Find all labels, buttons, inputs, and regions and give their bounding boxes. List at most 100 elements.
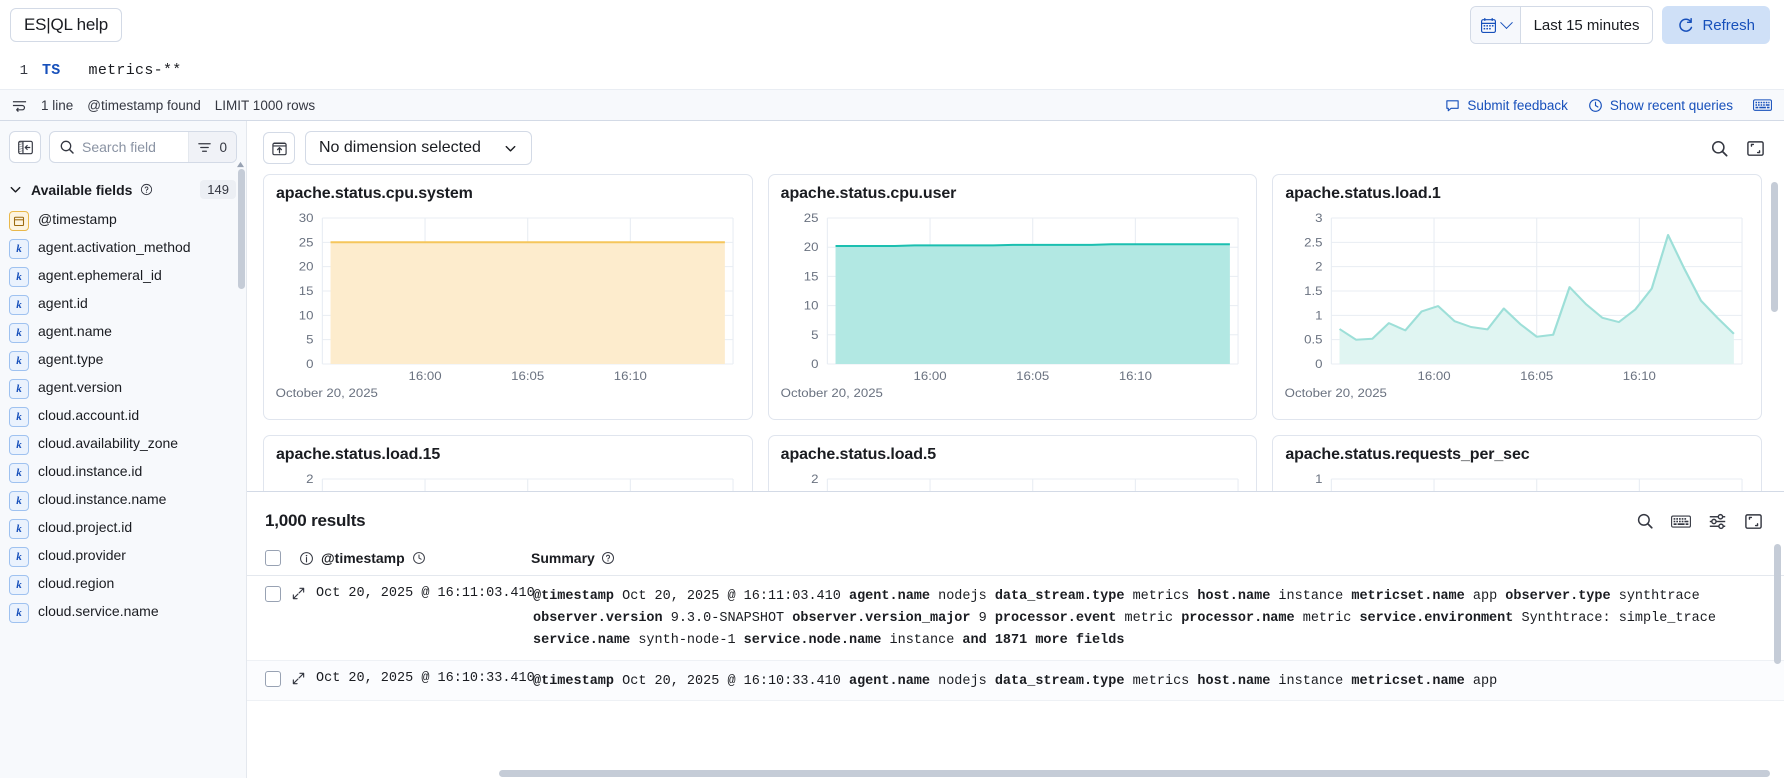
date-field-icon	[9, 211, 29, 231]
available-fields-label: Available fields	[31, 181, 133, 198]
table-row[interactable]: Oct 20, 2025 @ 16:11:03.410 @timestamp Oc…	[247, 576, 1784, 661]
field-filter-button[interactable]: 0	[188, 132, 236, 162]
results-header: 1,000 results	[247, 492, 1784, 544]
question-icon[interactable]	[601, 551, 615, 565]
collapse-panel-icon[interactable]	[9, 131, 41, 163]
submit-feedback-link[interactable]: Submit feedback	[1445, 98, 1568, 113]
field-item[interactable]: k agent.version	[0, 375, 246, 403]
keyword-field-icon: k	[9, 435, 29, 455]
chart-title: apache.status.load.5	[780, 446, 937, 463]
keyboard-icon[interactable]	[1753, 98, 1772, 112]
results-fullscreen-icon[interactable]	[1738, 506, 1768, 536]
charts-search-icon[interactable]	[1704, 133, 1734, 163]
expand-icon[interactable]	[291, 671, 306, 686]
row-checkbox[interactable]	[265, 670, 281, 687]
results-search-icon[interactable]	[1630, 506, 1660, 536]
available-fields-count: 149	[200, 180, 236, 199]
results-count: 1,000 results	[265, 511, 366, 530]
svg-text:16:10: 16:10	[614, 370, 647, 383]
chart-plot[interactable]: 0 5 10 15 20 25 30 16:00 16:05 16:10 October 20, 2…	[276, 208, 740, 410]
breakdown-icon[interactable]	[263, 132, 295, 164]
chart-plot[interactable]: 0 0.5 1 1.5 2 2.5 3 16:00 16:05 16:10 October 20, …	[1285, 208, 1749, 410]
charts-scrollbar[interactable]	[1771, 182, 1778, 312]
esql-help-button[interactable]: ES|QL help	[10, 7, 123, 43]
sidebar-scroll-up-arrow[interactable]	[236, 161, 245, 168]
keyword-field-icon: k	[9, 323, 29, 343]
question-icon[interactable]	[140, 183, 153, 196]
field-search-wrapper[interactable]: 0	[49, 131, 237, 163]
column-header-timestamp[interactable]: @timestamp	[281, 550, 531, 566]
field-item[interactable]: k agent.type	[0, 347, 246, 375]
main-body: 0 Available fields 149 @timestamp k agent.…	[0, 121, 1784, 778]
fields-list: @timestamp k agent.activation_method k agent…	[0, 207, 246, 778]
select-all-checkbox[interactable]	[265, 550, 281, 566]
refresh-button[interactable]: Refresh	[1662, 6, 1770, 44]
available-fields-header[interactable]: Available fields 149	[0, 172, 246, 207]
field-item[interactable]: k cloud.provider	[0, 543, 246, 571]
chevron-down-icon	[8, 182, 23, 197]
field-item[interactable]: k agent.name	[0, 319, 246, 347]
results-keyboard-icon[interactable]	[1666, 506, 1696, 536]
query-editor[interactable]: 1 TS metrics-**	[0, 50, 1784, 89]
row-checkbox[interactable]	[265, 586, 281, 602]
chart-card[interactable]: apache.status.load.1 0 0.5 1 1.5 2 2.5 3 16:00 16…	[1272, 174, 1762, 420]
svg-text:0: 0	[306, 358, 313, 371]
sidebar-scrollbar[interactable]	[238, 169, 245, 289]
field-item[interactable]: k agent.id	[0, 291, 246, 319]
keyword-field-icon: k	[9, 239, 29, 259]
wrap-lines-icon[interactable]	[12, 98, 27, 113]
svg-text:15: 15	[299, 285, 314, 298]
field-item[interactable]: k cloud.instance.name	[0, 487, 246, 515]
show-recent-queries-link[interactable]: Show recent queries	[1588, 98, 1733, 113]
dimension-select[interactable]: No dimension selected	[305, 131, 532, 165]
field-item[interactable]: k cloud.instance.id	[0, 459, 246, 487]
expand-icon[interactable]	[291, 586, 306, 601]
svg-text:0: 0	[1315, 358, 1322, 371]
field-item[interactable]: k cloud.availability_zone	[0, 431, 246, 459]
query-footer-right: Submit feedback Show recent queries	[1445, 98, 1772, 113]
svg-text:16:05: 16:05	[1016, 370, 1049, 383]
field-item[interactable]: @timestamp	[0, 207, 246, 235]
keyword-field-icon: k	[9, 379, 29, 399]
sidebar-toolbar: 0	[0, 121, 246, 172]
chart-card[interactable]: apache.status.cpu.user 0 5 10 15 20 25 16:00 16:…	[767, 174, 1258, 420]
field-item[interactable]: k agent.activation_method	[0, 235, 246, 263]
table-row[interactable]: Oct 20, 2025 @ 16:10:33.410 @timestamp Oc…	[247, 660, 1784, 702]
svg-text:October 20, 2025: October 20, 2025	[1285, 387, 1387, 400]
date-range-picker[interactable]: Last 15 minutes	[1469, 6, 1654, 44]
field-name: agent.activation_method	[38, 239, 191, 255]
info-icon[interactable]	[299, 551, 314, 566]
svg-text:10: 10	[803, 299, 818, 312]
chart-card[interactable]: apache.status.cpu.system 0 5 10 15 20 25 30 16:0…	[263, 174, 753, 420]
chart-plot[interactable]: 0 5 10 15 20 25 16:00 16:05 16:10 October 20, 202…	[781, 208, 1245, 410]
date-range-value[interactable]: Last 15 minutes	[1533, 16, 1640, 34]
svg-text:October 20, 2025: October 20, 2025	[276, 387, 378, 400]
field-item[interactable]: k cloud.region	[0, 571, 246, 599]
svg-text:5: 5	[306, 333, 313, 346]
svg-text:30: 30	[299, 212, 314, 225]
field-name: cloud.region	[38, 575, 115, 591]
row-timestamp: Oct 20, 2025 @ 16:10:33.410	[316, 670, 535, 686]
svg-text:15: 15	[803, 270, 818, 283]
limit-label: LIMIT 1000 rows	[214, 97, 316, 113]
horizontal-scrollbar[interactable]	[499, 770, 1770, 777]
svg-text:16:05: 16:05	[1520, 370, 1553, 383]
svg-text:16:00: 16:00	[913, 370, 946, 383]
column-header-summary[interactable]: Summary	[531, 550, 615, 566]
field-name: cloud.availability_zone	[38, 435, 179, 451]
display-options-icon[interactable]	[1702, 506, 1732, 536]
charts-fullscreen-icon[interactable]	[1740, 133, 1770, 163]
keyword-field-icon: k	[9, 295, 29, 315]
field-item[interactable]: k cloud.account.id	[0, 403, 246, 431]
main-panel: No dimension selected apache.status.cpu.…	[247, 121, 1784, 778]
field-item[interactable]: k cloud.project.id	[0, 515, 246, 543]
calendar-quick-menu-button[interactable]	[1470, 7, 1521, 43]
results-scrollbar[interactable]	[1774, 544, 1781, 664]
svg-text:20: 20	[803, 241, 818, 254]
field-item[interactable]: k cloud.service.name	[0, 599, 246, 627]
search-input[interactable]	[82, 139, 189, 155]
line-count-label: 1 line	[41, 97, 74, 113]
field-item[interactable]: k agent.ephemeral_id	[0, 263, 246, 291]
query-text[interactable]: TS metrics-**	[42, 62, 182, 79]
clock-icon	[1588, 98, 1603, 113]
